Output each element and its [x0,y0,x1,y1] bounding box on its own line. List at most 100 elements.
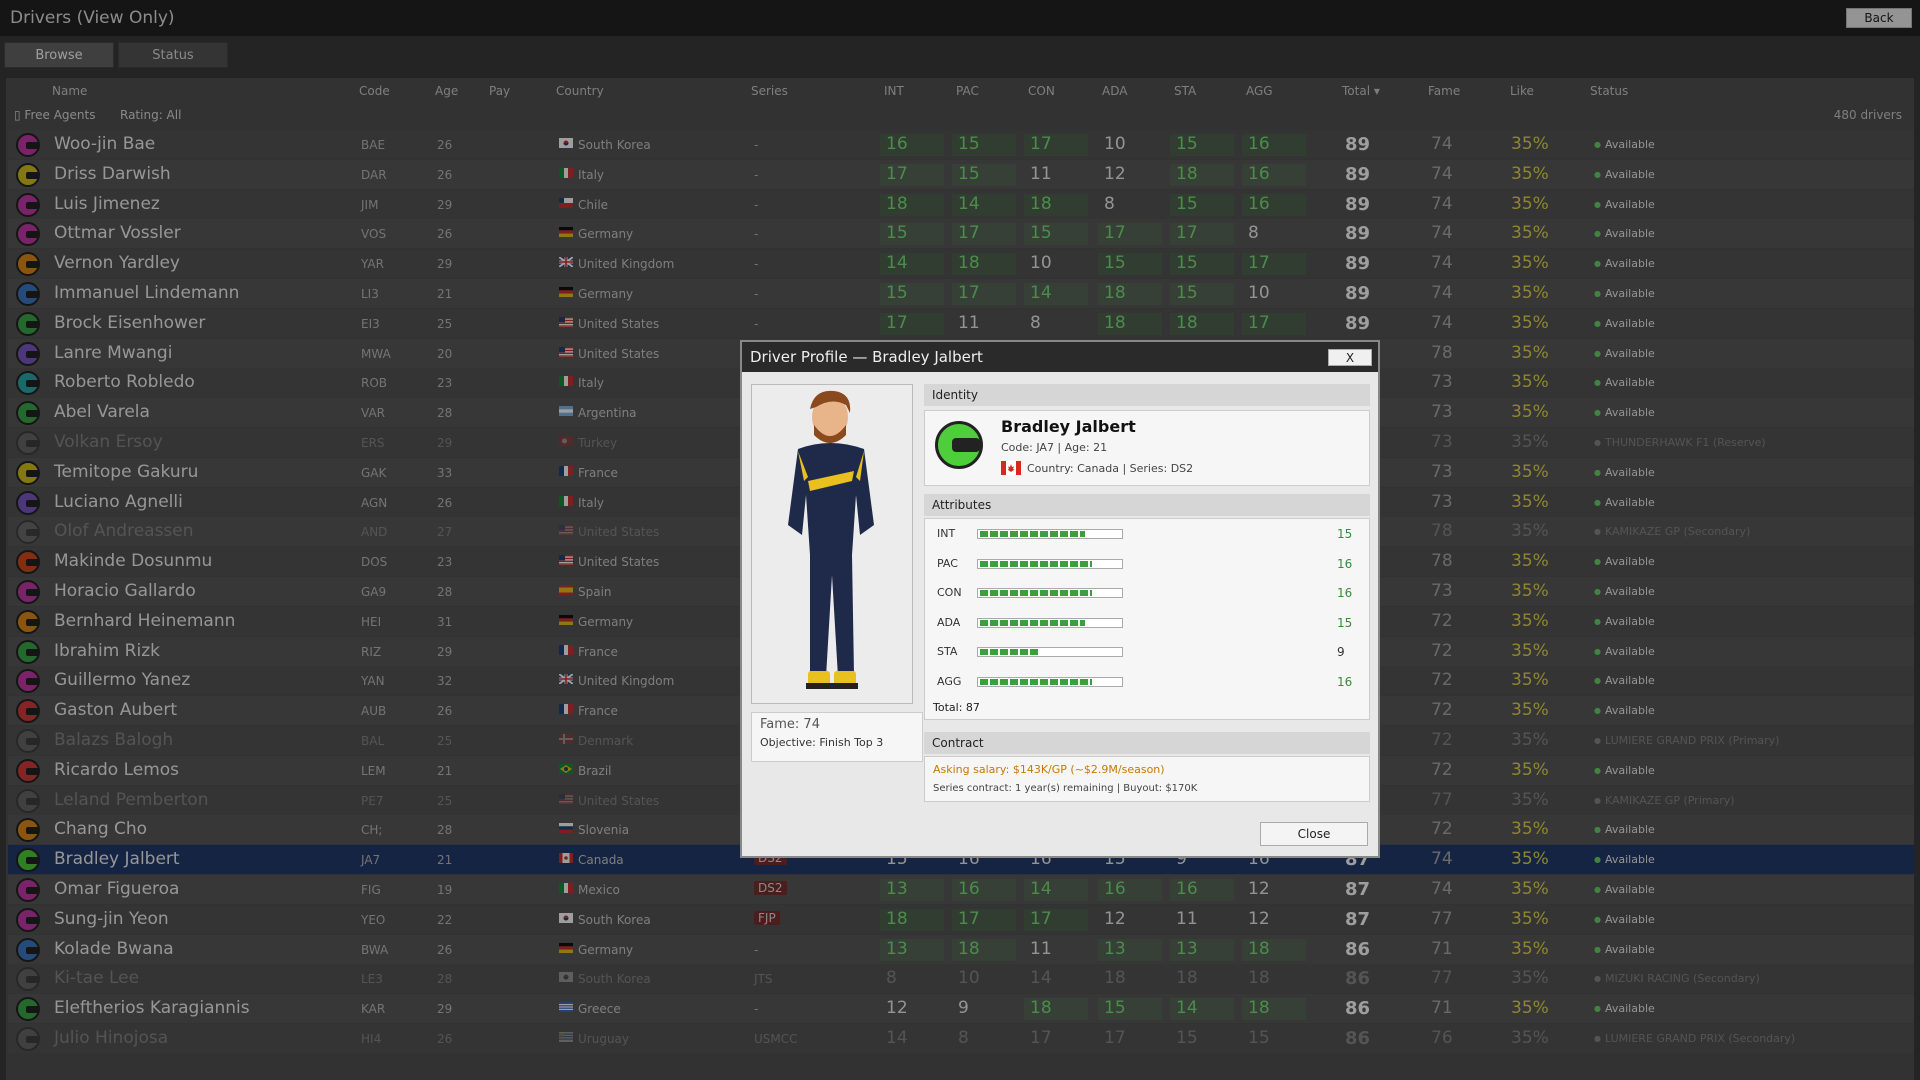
stat-value: 17 [1098,223,1162,246]
driver-name: Woo-jin Bae [54,134,156,154]
attribute-label: ADA [937,615,961,629]
driver-status: Available [1594,555,1655,568]
window-title: Drivers (View Only) [10,8,175,28]
driver-name: Ibrahim Rizk [54,640,160,661]
table-row[interactable]: Immanuel Lindemann LI3 21 Germany - 15 17 14 18 1… [8,279,1914,308]
free-agents-checkbox[interactable]: ▯ Free Agents [14,108,96,122]
table-row[interactable]: Luis Jimenez JIM 29 Chile - 18 14 18 8 15 16 89 74 35… [8,189,1914,219]
attribute-label: STA [937,645,958,658]
table-row[interactable]: Ottmar Vossler VOS 26 Germany - 15 17 15 17 17 8 89… [8,219,1914,249]
driver-country: Spain [578,585,612,599]
objective-text: Objective: Finish Top 3 [760,736,884,749]
stat-value: 15 [1248,1028,1270,1048]
col-age[interactable]: Age [435,84,459,98]
col-int[interactable]: INT [884,84,904,98]
table-row[interactable]: Driss Darwish DAR 26 Italy - 17 15 11 12 18 16 89 74… [8,159,1914,189]
driver-status: Available [1594,1002,1655,1015]
driver-country: Canada [578,853,624,868]
driver-series: - [754,1002,759,1017]
close-button[interactable]: Close [1260,822,1368,846]
attribute-label: PAC [937,556,958,570]
stat-value: 9 [1176,849,1187,870]
driver-status: Available [1594,227,1655,240]
driver-country: Germany [578,942,634,957]
stat-value: 18 [1098,312,1162,335]
table-row[interactable]: Kolade Bwana BWA 26 Germany - 13 18 11 13 13 18 86 7… [8,934,1914,964]
col-like[interactable]: Like [1510,84,1534,98]
driver-total: 89 [1345,312,1371,334]
col-fame[interactable]: Fame [1428,84,1461,98]
driver-status: Available [1594,466,1655,479]
driver-fame: 71 [1431,938,1453,959]
table-row[interactable]: Sung-jin Yeon YEO 22 South Korea FJP 18 17 17 12… [8,904,1914,934]
col-status[interactable]: Status [1590,84,1629,98]
driver-name: Temitope Gakuru [54,461,199,482]
flag-fr-icon [559,704,573,715]
helmet-icon [16,639,40,664]
col-total[interactable]: Total ▾ [1342,84,1380,98]
table-row[interactable]: Vernon Yardley YAR 29 United Kingdom - 14 18 10… [8,249,1914,279]
driver-code: EI3 [361,316,380,331]
col-sta[interactable]: STA [1174,84,1197,98]
flag-it-icon [559,167,573,178]
driver-age: 28 [437,585,453,599]
driver-code: AND [361,525,388,540]
driver-status: Available [1594,585,1655,598]
col-ada[interactable]: ADA [1102,84,1128,98]
helmet-icon [935,421,983,469]
col-code[interactable]: Code [359,84,390,98]
helmet-icon [16,669,40,694]
driver-series: JTS [754,972,773,987]
table-row[interactable]: Woo-jin Bae BAE 26 South Korea - 16 15 17 10 15 16… [8,130,1914,159]
driver-country: Italy [578,167,605,182]
attribute-bar-fill [980,560,1092,567]
driver-status: Available [1594,674,1655,687]
col-country[interactable]: Country [556,84,604,98]
driver-like: 35% [1511,253,1549,274]
tab-browse[interactable]: Browse [4,42,114,68]
driver-code: DOS [361,555,388,570]
driver-status: KAMIKAZE GP (Primary) [1594,794,1735,807]
driver-like: 35% [1511,163,1549,184]
col-pac[interactable]: PAC [956,84,979,98]
col-series[interactable]: Series [751,84,788,98]
driver-like: 35% [1511,283,1549,303]
driver-age: 29 [437,644,453,659]
helmet-icon [16,550,40,575]
driver-code: HEI [361,614,382,629]
attribute-bar [977,558,1123,569]
driver-country: South Korea [578,972,651,987]
attribute-value: 15 [1337,527,1353,541]
stat-value: 8 [1248,223,1259,244]
back-button[interactable]: Back [1846,8,1912,28]
table-row[interactable]: Ki-tae Lee LE3 28 South Korea JTS 8 10 14 18 18 18… [8,964,1914,994]
driver-fame: 78 [1431,342,1453,363]
flag-de-icon [559,287,573,297]
stat-value: 10 [958,968,980,989]
driver-status: MIZUKI RACING (Secondary) [1594,972,1760,985]
driver-name: Luis Jimenez [54,193,160,214]
table-row[interactable]: Eleftherios Karagiannis KAR 29 Greece - 12 9 18… [8,994,1914,1024]
tab-status[interactable]: Status [118,42,228,68]
driver-code: BAL [361,734,385,748]
driver-country: Slovenia [578,823,630,838]
col-pay[interactable]: Pay [489,84,511,98]
driver-age: 23 [437,555,453,570]
stat-value: 18 [880,193,944,216]
rating-filter[interactable]: Rating: All [120,108,182,122]
attribute-label: AGG [937,674,962,688]
table-row[interactable]: Omar Figueroa FIG 19 Mexico DS2 13 16 14 16 16 12 8… [8,875,1914,904]
driver-age: 23 [437,376,453,391]
table-row[interactable]: Julio Hinojosa HI4 26 Uruguay USMCC 14 8 17 17 15… [8,1024,1914,1053]
col-con[interactable]: CON [1028,84,1055,98]
flag-it-icon [559,376,573,387]
dialog-x-button[interactable]: X [1328,349,1372,366]
flag-de-icon [559,614,573,625]
driver-age: 26 [437,704,453,719]
driver-name: Kolade Bwana [54,938,174,959]
col-name[interactable]: Name [52,84,88,98]
col-agg[interactable]: AGG [1246,84,1273,98]
driver-code: YAR [361,257,384,272]
table-row[interactable]: Brock Eisenhower EI3 25 United States - 17 11 8… [8,308,1914,338]
driver-fame: 78 [1431,551,1453,572]
